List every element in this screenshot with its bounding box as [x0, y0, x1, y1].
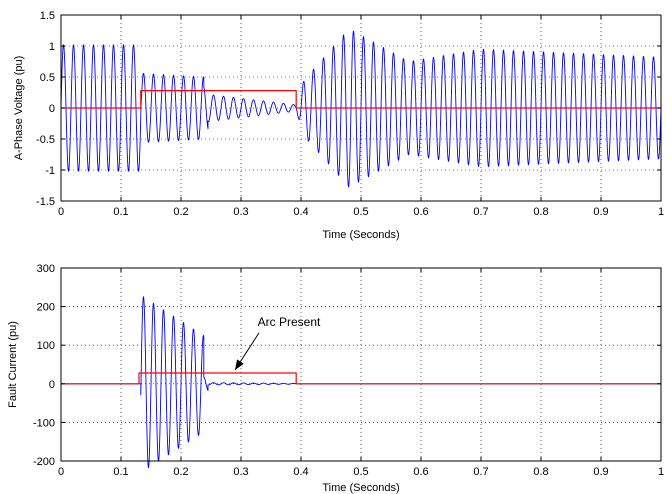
current-y-tick-label: -200	[33, 456, 55, 468]
voltage-subplot: 0 0.1 0.2 0.3 0.4 0.5 0.6 0.7 0.8 0.9 1 1.5 1 0.5 0 -0.…	[13, 10, 664, 241]
current-x-tick-label: 0.8	[533, 466, 548, 478]
voltage-x-tick-label: 0.4	[293, 206, 308, 218]
fault-current-subplot: 0 0.1 0.2 0.3 0.4 0.5 0.6 0.7 0.8 0.9 13002001000-…	[7, 263, 664, 494]
voltage-y-tick-label: -1.5	[36, 196, 55, 208]
current-x-tick-label: 0.5	[353, 466, 368, 478]
current-x-axis-label: Time (Seconds)	[322, 482, 399, 494]
voltage-x-tick-label: 0.6	[413, 206, 428, 218]
current-y-tick-label: -100	[33, 417, 55, 429]
voltage-x-tick-label: 0.5	[353, 206, 368, 218]
current-x-tick-label: 0	[58, 466, 64, 478]
voltage-y-axis-label: A-Phase Voltage (pu)	[13, 56, 25, 161]
current-x-tick-label: 1	[658, 466, 664, 478]
current-x-tick-label: 0.9	[593, 466, 608, 478]
voltage-x-tick-label: 0.2	[173, 206, 188, 218]
arc-present-annotation: Arc Present	[234, 315, 321, 371]
current-x-tick-label: 0.2	[173, 466, 188, 478]
voltage-y-tick-label: -0.5	[36, 134, 55, 146]
voltage-arc-indicator-line	[61, 90, 661, 109]
voltage-y-tick-label: 1	[49, 41, 55, 53]
current-y-tick-label: 100	[37, 340, 55, 352]
voltage-y-tick-label: -1	[45, 165, 55, 177]
voltage-y-tick-label: 0.5	[40, 72, 55, 84]
voltage-y-tick-label: 0	[49, 103, 55, 115]
voltage-x-tick-label: 0	[58, 206, 64, 218]
voltage-x-tick-label: 0.9	[593, 206, 608, 218]
current-y-tick-label: 200	[37, 302, 55, 314]
current-x-tick-label: 0.3	[233, 466, 248, 478]
voltage-series-layer	[60, 30, 662, 188]
voltage-waveform-line	[60, 30, 662, 188]
voltage-x-tick-label: 0.3	[233, 206, 248, 218]
current-x-tick-label: 0.7	[473, 466, 488, 478]
voltage-ticks: 0 0.1 0.2 0.3 0.4 0.5 0.6 0.7 0.8 0.9 1 1.5 1 0.5 0 -0.…	[36, 10, 664, 218]
current-arc-indicator-line	[61, 372, 661, 385]
current-y-axis-label: Fault Current (pu)	[7, 321, 19, 408]
current-x-tick-label: 0.6	[413, 466, 428, 478]
current-ticks: 0 0.1 0.2 0.3 0.4 0.5 0.6 0.7 0.8 0.9 13002001000-…	[33, 263, 664, 478]
voltage-x-tick-label: 0.8	[533, 206, 548, 218]
voltage-x-tick-label: 0.1	[113, 206, 128, 218]
arc-present-arrow-head	[235, 359, 244, 370]
voltage-x-tick-label: 0.7	[473, 206, 488, 218]
voltage-x-tick-label: 1	[658, 206, 664, 218]
arc-present-label: Arc Present	[258, 315, 321, 329]
current-x-tick-label: 0.1	[113, 466, 128, 478]
current-y-tick-label: 300	[37, 263, 55, 275]
voltage-x-axis-label: Time (Seconds)	[322, 229, 399, 241]
current-series-layer	[60, 296, 662, 469]
current-waveform-line	[60, 296, 662, 469]
current-y-tick-label: 0	[49, 379, 55, 391]
voltage-y-tick-label: 1.5	[40, 10, 55, 22]
current-x-tick-label: 0.4	[293, 466, 308, 478]
